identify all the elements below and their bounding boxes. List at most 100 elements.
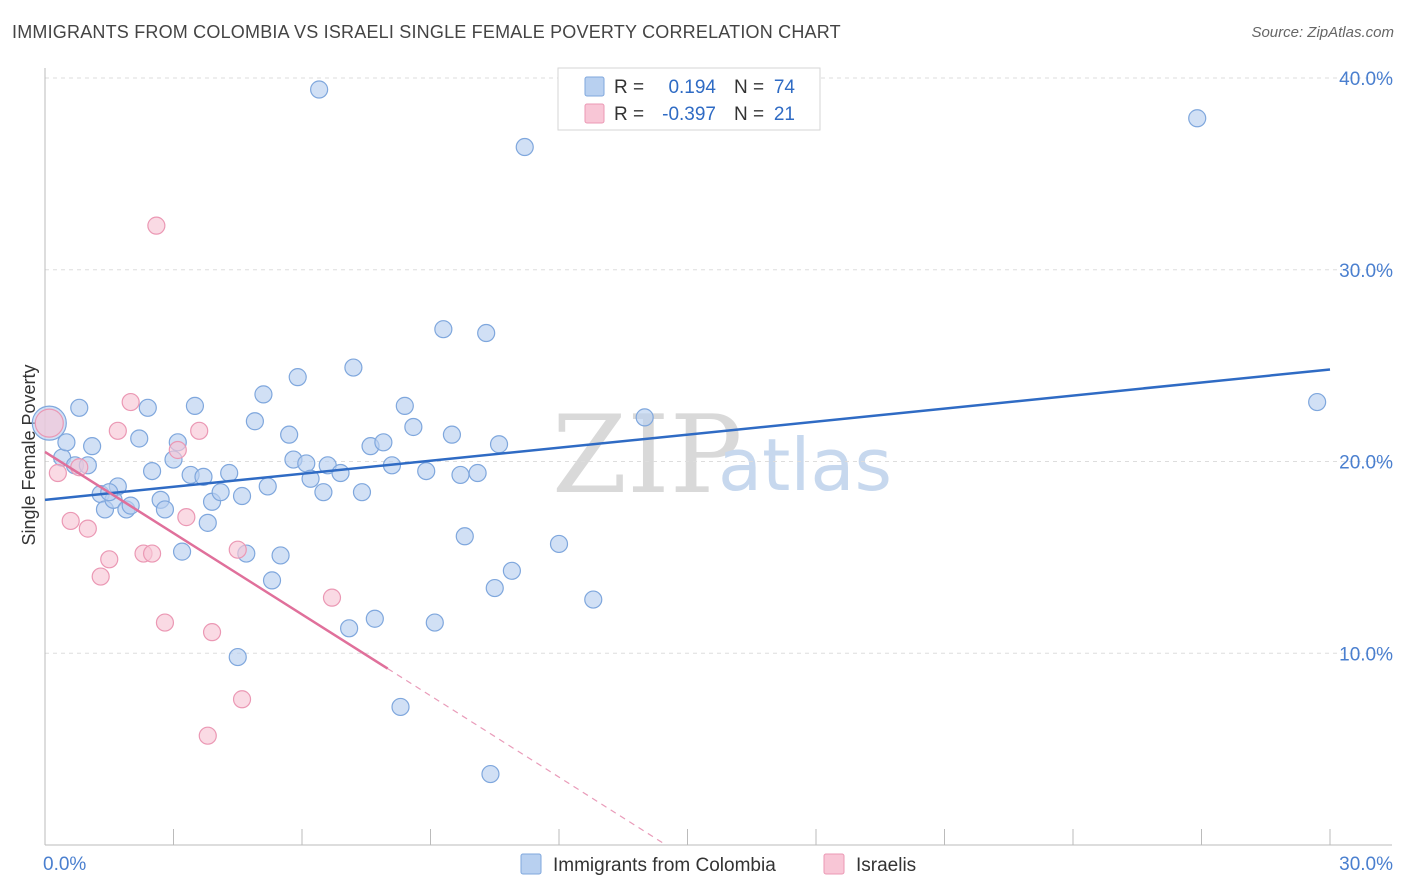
legend: Immigrants from Colombia Israelis bbox=[520, 853, 916, 876]
point-colombia bbox=[245, 412, 264, 431]
point-colombia bbox=[211, 483, 230, 502]
point-colombia bbox=[468, 463, 487, 483]
point-israelis bbox=[202, 623, 222, 642]
y-tick-label: 30.0% bbox=[1339, 261, 1393, 282]
point-colombia bbox=[142, 461, 162, 481]
axes bbox=[44, 68, 1392, 846]
point-israelis bbox=[190, 421, 209, 440]
trend-line-colombia bbox=[44, 368, 1331, 502]
point-colombia bbox=[584, 590, 603, 609]
watermark-atlas: atlas bbox=[718, 423, 892, 507]
point-colombia bbox=[185, 396, 205, 415]
point-colombia bbox=[455, 527, 474, 546]
point-colombia bbox=[254, 385, 273, 404]
legend-label-colombia: Immigrants from Colombia bbox=[553, 855, 776, 876]
trend-line-israelis-extension bbox=[387, 668, 667, 846]
x-tick-label-min: 0.0% bbox=[43, 854, 86, 875]
point-israelis bbox=[322, 588, 342, 607]
point-colombia bbox=[344, 358, 363, 377]
y-tick-label: 40.0% bbox=[1339, 69, 1393, 90]
point-colombia bbox=[155, 500, 175, 519]
point-colombia bbox=[83, 437, 102, 456]
legend-label-israelis: Israelis bbox=[856, 855, 916, 876]
point-israelis bbox=[168, 440, 187, 460]
point-israelis bbox=[147, 216, 166, 235]
point-israelis bbox=[228, 540, 247, 559]
stats-n-label-colombia: N = bbox=[734, 77, 764, 98]
point-colombia bbox=[635, 408, 654, 427]
stats-n-label-israelis: N = bbox=[734, 104, 764, 125]
point-colombia bbox=[194, 467, 213, 486]
point-israelis bbox=[100, 550, 119, 569]
legend-swatch-israelis bbox=[823, 853, 845, 875]
point-israelis bbox=[177, 508, 196, 527]
watermark: ZIP atlas bbox=[552, 393, 892, 518]
y-tick-label: 10.0% bbox=[1339, 644, 1393, 665]
y-tick-labels: 10.0% 20.0% 30.0% 40.0% bbox=[1339, 69, 1393, 665]
stats-box: R = 0.194 N = 74 R = -0.397 N = 21 bbox=[557, 67, 821, 131]
point-colombia bbox=[288, 368, 307, 387]
point-colombia bbox=[515, 137, 534, 157]
point-colombia bbox=[314, 483, 333, 502]
stats-r-label-colombia: R = bbox=[614, 77, 644, 98]
point-colombia bbox=[391, 697, 410, 717]
series-israelis-points bbox=[34, 216, 342, 745]
y-axis-label: Single Female Poverty bbox=[19, 364, 39, 545]
point-israelis bbox=[142, 544, 162, 563]
trend-lines bbox=[44, 368, 1331, 846]
point-colombia bbox=[331, 463, 350, 483]
point-colombia bbox=[258, 477, 277, 496]
point-colombia bbox=[417, 461, 436, 481]
stats-r-value-colombia: 0.194 bbox=[668, 77, 716, 98]
point-colombia bbox=[502, 561, 521, 580]
point-colombia bbox=[477, 323, 496, 343]
point-colombia bbox=[138, 398, 157, 417]
point-colombia bbox=[262, 571, 282, 590]
point-colombia bbox=[352, 483, 372, 502]
point-colombia bbox=[485, 578, 504, 598]
point-colombia bbox=[549, 534, 569, 554]
point-colombia bbox=[340, 619, 359, 638]
point-colombia bbox=[220, 463, 239, 483]
grid-lines bbox=[45, 77, 1392, 654]
stats-swatch-israelis bbox=[584, 103, 605, 124]
point-israelis bbox=[108, 421, 127, 440]
point-colombia bbox=[374, 433, 393, 452]
point-colombia bbox=[57, 433, 76, 452]
point-colombia bbox=[297, 454, 316, 473]
point-israelis bbox=[34, 408, 64, 438]
stats-r-label-israelis: R = bbox=[614, 104, 644, 125]
point-colombia bbox=[489, 435, 509, 454]
point-colombia bbox=[310, 80, 329, 99]
chart-source: Source: ZipAtlas.com bbox=[1251, 24, 1394, 41]
point-israelis bbox=[121, 392, 140, 412]
point-colombia bbox=[130, 429, 149, 448]
point-colombia bbox=[1308, 392, 1327, 412]
point-colombia bbox=[232, 486, 252, 506]
point-colombia bbox=[395, 396, 414, 415]
point-colombia bbox=[198, 513, 217, 532]
point-israelis bbox=[61, 511, 80, 531]
point-colombia bbox=[442, 425, 462, 444]
point-colombia bbox=[425, 613, 444, 632]
point-colombia bbox=[228, 647, 247, 667]
point-colombia bbox=[451, 465, 470, 485]
point-colombia bbox=[280, 425, 299, 444]
point-israelis bbox=[198, 726, 217, 745]
point-colombia bbox=[434, 320, 453, 339]
stats-swatch-colombia bbox=[584, 76, 605, 97]
x-tick-label-max: 30.0% bbox=[1339, 854, 1393, 875]
chart-title: IMMIGRANTS FROM COLOMBIA VS ISRAELI SING… bbox=[12, 22, 841, 42]
point-israelis bbox=[48, 463, 67, 483]
legend-swatch-colombia bbox=[520, 853, 542, 875]
point-colombia bbox=[404, 417, 423, 437]
trend-line-israelis bbox=[44, 450, 389, 670]
point-israelis bbox=[91, 567, 110, 586]
point-colombia bbox=[1188, 109, 1207, 128]
point-colombia bbox=[481, 764, 500, 784]
stats-r-value-israelis: -0.397 bbox=[662, 104, 716, 125]
stats-n-value-israelis: 21 bbox=[774, 104, 795, 125]
point-israelis bbox=[155, 613, 175, 632]
